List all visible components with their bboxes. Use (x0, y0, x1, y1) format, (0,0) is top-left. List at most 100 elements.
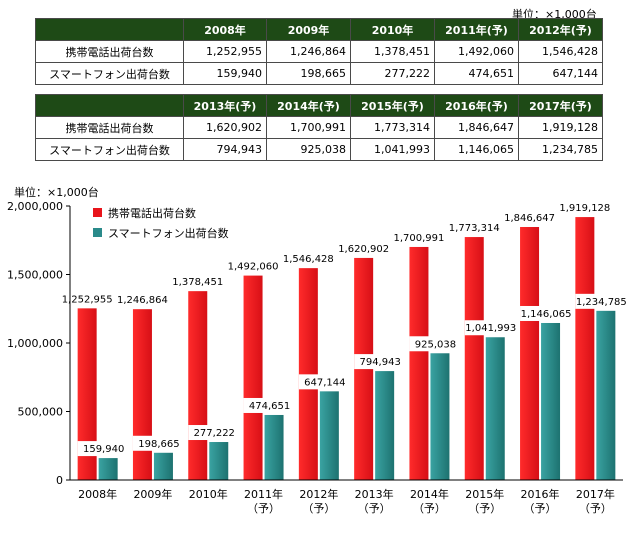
x-tick-label: 2017年 (576, 487, 615, 501)
table-header-row: 2008年 2009年 2010年 2011年(予) 2012年(予) (35, 18, 603, 41)
smartphone-data-label: 474,651 (249, 401, 290, 412)
smartphone-label-box (354, 354, 407, 370)
mobile-phone-bar (575, 217, 595, 480)
smartphone-label-box (298, 374, 351, 390)
row-label: スマートフォン出荷台数 (35, 138, 184, 161)
x-tick-label: 2011年 (244, 487, 283, 501)
table-cell: 1,041,993 (350, 138, 435, 161)
mobile-phone-bar (243, 275, 263, 480)
table-header-cell: 2012年(予) (518, 18, 603, 41)
table-cell: 277,222 (350, 62, 435, 85)
mobile-phone-data-label: 1,252,955 (62, 294, 113, 305)
x-tick-label: 2009年 (133, 487, 172, 501)
table-header-cell: 2014年(予) (266, 94, 351, 117)
x-tick-label: （予） (413, 502, 446, 515)
table-cell: 647,144 (518, 62, 603, 85)
mobile-phone-bar (409, 246, 429, 480)
row-label: スマートフォン出荷台数 (35, 62, 184, 85)
smartphone-label-box (520, 305, 573, 321)
smartphone-data-label: 159,940 (83, 444, 124, 455)
x-tick-label: （予） (468, 502, 501, 515)
x-tick-label: 2015年 (465, 487, 504, 501)
smartphone-data-label: 198,665 (138, 439, 179, 450)
table-unit-label: 単位：×1,000台 (512, 8, 597, 21)
smartphone-bar (485, 337, 505, 480)
y-tick-label: 2,000,000 (7, 200, 63, 213)
table-header-cell: 2013年(予) (183, 94, 267, 117)
table-header-cell: 2009年 (266, 18, 351, 41)
table-header-cell: 2017年(予) (518, 94, 603, 117)
table-cell: 474,651 (434, 62, 519, 85)
table-header-row: 2013年(予) 2014年(予) 2015年(予) 2016年(予) 2017… (35, 94, 603, 117)
smartphone-bar (541, 322, 561, 480)
table-row: スマートフォン出荷台数 794,943 925,038 1,041,993 1,… (35, 138, 603, 161)
row-label: 携帯電話出荷台数 (35, 116, 184, 139)
legend-swatch (93, 228, 102, 237)
mobile-phone-bar (188, 291, 208, 480)
y-tick-label: 500,000 (18, 406, 64, 419)
mobile-phone-bar (132, 309, 152, 480)
smartphone-label-box (464, 320, 517, 336)
mobile-phone-data-label: 1,846,647 (504, 213, 555, 224)
smartphone-label-box (77, 441, 130, 457)
mobile-phone-data-label: 1,773,314 (449, 223, 500, 234)
table-header-cell: 2015年(予) (350, 94, 435, 117)
table-header-cell: 2008年 (183, 18, 267, 41)
smartphone-bar (209, 442, 229, 480)
axes-layer: 0 500,000 1,000,000 1,500,000 2,000,000 1,252… (7, 200, 628, 515)
table-row: スマートフォン出荷台数 159,940 198,665 277,222 474,… (35, 62, 603, 85)
x-tick-label: 2014年 (410, 487, 449, 501)
table-cell: 1,252,955 (183, 40, 267, 63)
mobile-phone-bar (464, 237, 484, 480)
x-tick-label: （予） (247, 502, 280, 515)
smartphone-bar (264, 414, 284, 480)
data-table-2008-2012: 2008年 2009年 2010年 2011年(予) 2012年(予) 携帯電話… (35, 18, 603, 85)
smartphone-label-box (575, 293, 628, 309)
smartphone-data-label: 647,144 (304, 377, 345, 388)
smartphone-bar (375, 371, 395, 480)
chart-unit-label: 単位：×1,000台 (14, 186, 99, 199)
smartphone-label-box (409, 336, 462, 352)
mobile-phone-bar (520, 227, 540, 480)
mobile-phone-bar (77, 308, 97, 480)
y-tick-label: 1,500,000 (7, 269, 63, 282)
smartphone-label-box (132, 435, 185, 451)
x-tick-label: 2010年 (189, 487, 228, 501)
table-cell: 1,546,428 (518, 40, 603, 63)
smartphone-bar (430, 353, 450, 480)
legend-label: 携帯電話出荷台数 (108, 206, 196, 220)
table-cell: 1,378,451 (350, 40, 435, 63)
table-header-cell: 2016年(予) (434, 94, 519, 117)
smartphone-bar (319, 391, 339, 480)
y-tick-label: 0 (56, 474, 63, 487)
table-corner (35, 94, 184, 117)
mobile-phone-data-label: 1,620,902 (338, 244, 389, 255)
table-row: 携帯電話出荷台数 1,620,902 1,700,991 1,773,314 1… (35, 116, 603, 139)
mobile-phone-data-label: 1,492,060 (228, 262, 279, 273)
smartphone-bar (153, 452, 173, 480)
mobile-phone-bar (298, 268, 318, 480)
x-tick-label: 2013年 (355, 487, 394, 501)
mobile-phone-data-label: 1,919,128 (559, 203, 610, 214)
table-cell: 198,665 (266, 62, 351, 85)
table-cell: 1,620,902 (183, 116, 267, 139)
smartphone-label-box (243, 397, 296, 413)
y-tick-label: 1,000,000 (7, 337, 63, 350)
legend-label: スマートフォン出荷台数 (108, 226, 229, 240)
table-cell: 1,234,785 (518, 138, 603, 161)
table-cell: 159,940 (183, 62, 267, 85)
x-tick-label: （予） (579, 502, 612, 515)
table-cell: 794,943 (183, 138, 267, 161)
x-tick-label: 2016年 (521, 487, 560, 501)
smartphone-bar (98, 458, 118, 480)
x-tick-label: （予） (302, 502, 335, 515)
smartphone-data-label: 794,943 (359, 357, 400, 368)
mobile-phone-data-label: 1,378,451 (172, 277, 223, 288)
table-cell: 1,492,060 (434, 40, 519, 63)
smartphone-data-label: 1,234,785 (576, 297, 627, 308)
x-tick-label: （予） (358, 502, 391, 515)
mobile-phone-data-label: 1,246,864 (117, 295, 168, 306)
x-tick-label: 2012年 (299, 487, 338, 501)
